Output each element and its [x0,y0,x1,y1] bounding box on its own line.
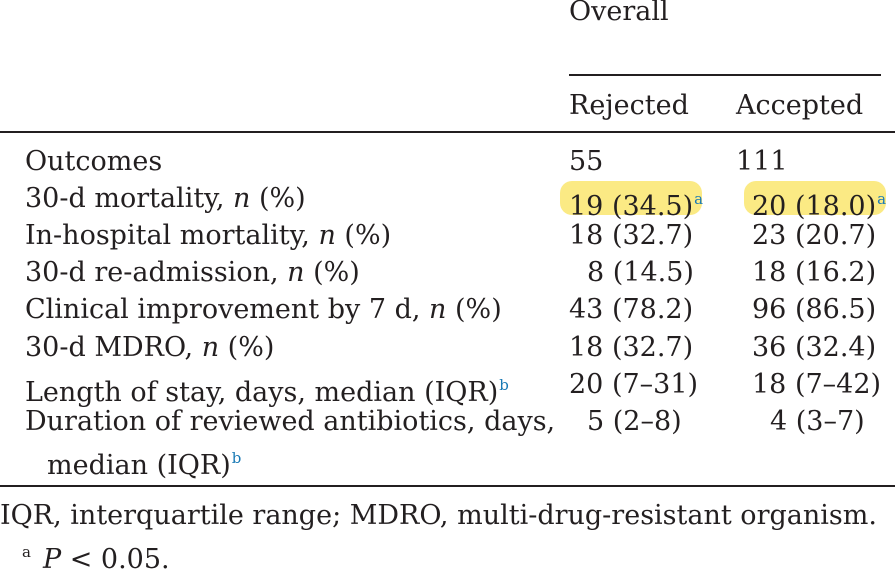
footnote-marker: b [231,449,242,467]
cell-accepted: 111 [736,146,788,177]
cell-accepted: 36 (32.4) [752,332,877,363]
cell-rejected: 8 (14.5) [587,257,694,288]
table-bottom-rule [0,485,895,487]
cell-rejected: 5 (2–8) [587,406,682,437]
row-label-outcomes: Outcomes [25,146,163,177]
cell-rejected: 43 (78.2) [569,294,694,325]
cell-accepted: 18 (16.2) [752,257,877,288]
row-label-duration-antibiotics: Duration of reviewed antibiotics, days, [25,406,556,437]
group-divider [569,74,881,76]
row-label-30d-mortality: 30-d mortality, n (%) [25,183,306,214]
column-header-rejected: Rejected [569,90,689,121]
footnote-marker: a [694,190,704,208]
highlight-rejected-mortality [560,181,702,215]
cell-rejected: 20 (7–31) [569,369,699,400]
footnote-abbreviations: IQR, interquartile range; MDRO, multi-dr… [0,500,877,531]
highlight-accepted-mortality [744,181,886,215]
cell-accepted: 96 (86.5) [752,294,877,325]
row-label-clinical-improvement: Clinical improvement by 7 d, n (%) [25,294,502,325]
cell-rejected: 18 (32.7) [569,332,694,363]
header-rule [0,131,895,133]
footnote-marker: a [22,543,31,561]
footnote-marker: a [877,190,887,208]
column-header-accepted: Accepted [736,90,864,121]
cell-accepted: 23 (20.7) [752,220,877,251]
cell-rejected: 18 (32.7) [569,220,694,251]
footnote-marker: b [499,376,509,394]
row-label-length-of-stay: Length of stay, days, median (IQR)b [25,376,509,408]
cell-accepted: 4 (3–7) [770,406,865,437]
row-label-in-hospital-mortality: In-hospital mortality, n (%) [25,220,392,251]
cell-accepted: 18 (7–42) [752,369,882,400]
cell-rejected: 55 [569,146,604,177]
cell-accepted: 20 (18.0)a [752,190,887,222]
row-label-30d-mdro: 30-d MDRO, n (%) [25,332,275,363]
row-label-30d-readmission: 30-d re-admission, n (%) [25,257,360,288]
row-label-duration-antibiotics-cont: median (IQR)b [47,449,242,481]
column-group-header: Overall [569,0,669,27]
cell-rejected: 19 (34.5)a [569,190,704,222]
